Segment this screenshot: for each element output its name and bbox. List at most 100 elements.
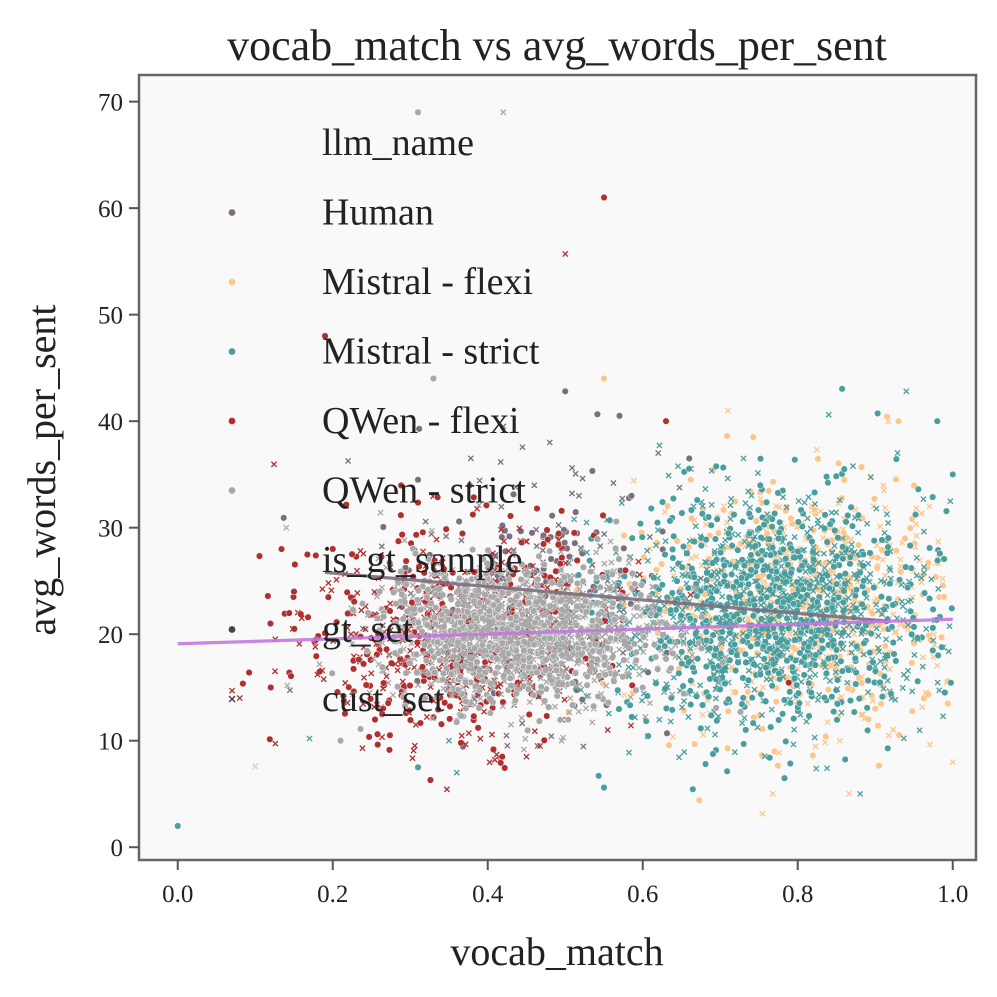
mistral-strict-point	[823, 599, 831, 607]
mistral-strict-point	[824, 654, 833, 663]
qwen-strict-point	[535, 717, 543, 725]
qwen-strict-point	[506, 674, 514, 682]
mistral-strict-point	[807, 689, 815, 697]
mistral-flexi-point	[908, 707, 916, 715]
qwen-strict-point	[568, 701, 577, 709]
human-point	[627, 492, 636, 500]
mistral-strict-point	[780, 774, 789, 782]
qwen-strict-point	[548, 579, 556, 587]
mistral-strict-point	[787, 544, 795, 552]
qwen-flexi-point	[374, 741, 382, 749]
legend-label: Mistral - strict	[322, 331, 540, 373]
mistral-strict-point	[855, 695, 863, 703]
mistral-strict-point	[823, 473, 831, 481]
mistral-strict-point	[794, 518, 802, 526]
mistral-strict-point	[852, 680, 860, 688]
qwen-strict-point	[628, 569, 636, 577]
mistral-strict-point	[707, 711, 715, 719]
mistral-strict-point	[805, 712, 813, 720]
qwen-flexi-point	[285, 609, 293, 617]
human-point	[498, 503, 505, 510]
qwen-strict-point	[600, 602, 608, 610]
mistral-strict-point	[907, 607, 915, 615]
mistral-strict-point	[753, 640, 761, 648]
mistral-strict-point	[628, 534, 636, 542]
qwen-strict-point	[525, 654, 533, 662]
qwen-flexi-point	[621, 566, 629, 574]
mistral-strict-point	[718, 628, 726, 636]
mistral-strict-point	[811, 488, 819, 497]
mistral-strict-point	[853, 642, 861, 650]
qwen-strict-point	[680, 689, 688, 698]
human-point	[572, 470, 579, 477]
qwen-strict-point	[589, 647, 597, 655]
human-point	[510, 547, 517, 554]
qwen-strict-point	[595, 648, 603, 656]
human-point	[615, 412, 624, 420]
human-point	[588, 467, 596, 475]
legend-title: is_gt_sample	[322, 539, 523, 581]
mistral-flexi-point	[891, 629, 898, 636]
qwen-strict-point	[433, 638, 441, 646]
qwen-strict-point	[736, 708, 745, 716]
mistral-flexi-point	[599, 679, 607, 688]
mistral-flexi-point	[814, 455, 822, 463]
mistral-strict-point	[825, 584, 833, 592]
mistral-strict-point	[669, 545, 677, 553]
qwen-strict-point	[590, 702, 598, 710]
plot-area	[139, 75, 976, 860]
human-point	[467, 455, 474, 462]
qwen-strict-point	[530, 607, 538, 615]
mistral-strict-point	[744, 580, 753, 588]
qwen-flexi-point	[277, 545, 286, 553]
mistral-strict-point	[758, 547, 766, 555]
mistral-strict-point	[657, 637, 665, 645]
human-point	[501, 527, 508, 535]
human-point	[655, 450, 662, 457]
mistral-strict-point	[896, 576, 904, 584]
human-point	[519, 720, 526, 727]
human-point	[422, 518, 429, 525]
mistral-strict-point	[747, 551, 755, 559]
mistral-flexi-point	[714, 529, 722, 537]
qwen-strict-point	[640, 633, 648, 641]
mistral-strict-point	[892, 455, 900, 463]
x-tick-label: 0.6	[627, 881, 658, 908]
mistral-strict-point	[658, 498, 667, 506]
mistral-strict-point	[831, 526, 839, 535]
qwen-flexi-point	[446, 715, 454, 723]
mistral-strict-point	[824, 479, 832, 487]
qwen-strict-point	[438, 610, 446, 618]
mistral-strict-point	[860, 639, 868, 647]
qwen-strict-point	[392, 600, 400, 608]
mistral-flexi-point	[882, 572, 889, 579]
qwen-strict-point	[546, 547, 554, 555]
qwen-strict-point	[507, 614, 515, 622]
qwen-flexi-point	[412, 531, 420, 539]
qwen-strict-point	[447, 670, 456, 678]
mistral-flexi-point	[858, 679, 866, 687]
mistral-flexi-point	[720, 506, 728, 514]
qwen-strict-point	[507, 662, 515, 670]
qwen-strict-point	[454, 587, 462, 595]
mistral-flexi-point	[789, 643, 797, 651]
mistral-flexi-point	[848, 536, 855, 543]
qwen-flexi-point	[533, 504, 541, 513]
human-point	[676, 484, 683, 491]
human-point	[509, 490, 518, 498]
qwen-strict-point	[414, 618, 422, 627]
qwen-strict-point	[417, 606, 425, 614]
qwen-strict-point	[473, 658, 481, 666]
mistral-strict-point	[699, 701, 707, 709]
mistral-flexi-point	[893, 628, 900, 636]
qwen-strict-point	[547, 614, 555, 622]
qwen-strict-point	[413, 651, 421, 659]
qwen-flexi-point	[373, 730, 382, 738]
mistral-flexi-point	[932, 573, 940, 581]
qwen-strict-point	[596, 583, 604, 591]
qwen-strict-point	[468, 591, 476, 599]
qwen-strict-point	[530, 641, 538, 649]
mistral-strict-point	[934, 557, 942, 565]
mistral-flexi-point	[890, 726, 897, 733]
mistral-strict-point	[767, 723, 775, 731]
